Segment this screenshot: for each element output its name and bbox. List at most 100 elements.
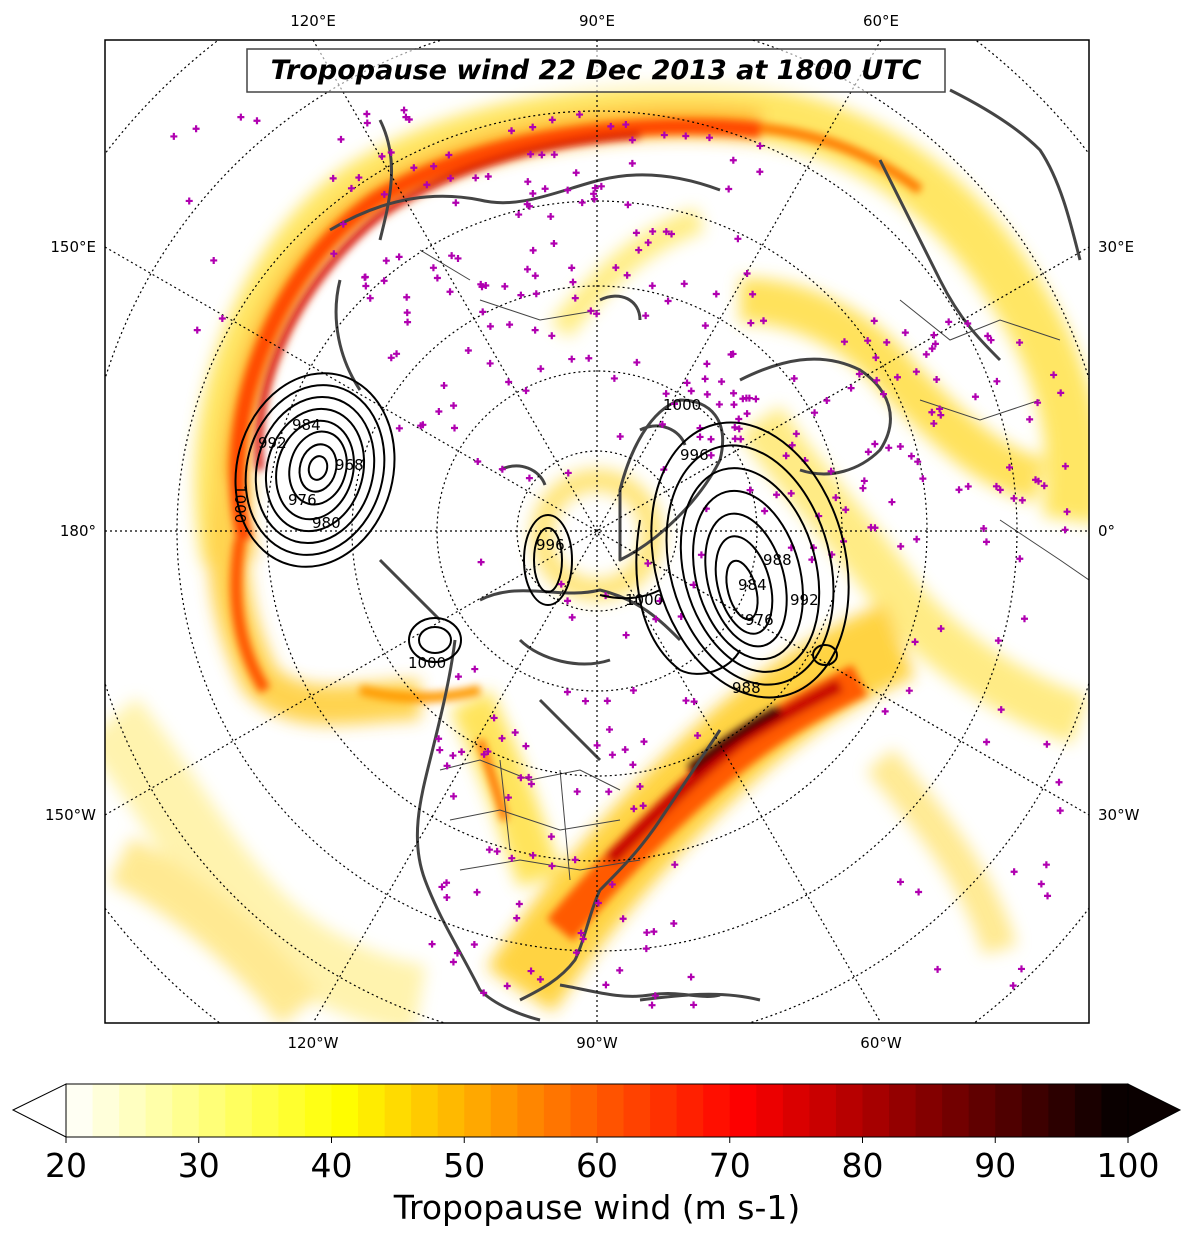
station-marker [547, 833, 555, 841]
station-marker [827, 467, 835, 475]
station-marker [605, 726, 613, 734]
station-marker [1016, 339, 1024, 347]
station-marker [515, 900, 523, 908]
station-marker [996, 486, 1004, 494]
station-marker [337, 135, 345, 143]
station-marker [608, 880, 616, 888]
station-marker [508, 854, 516, 862]
station-marker [650, 928, 658, 936]
station-marker [402, 113, 410, 121]
station-marker [730, 389, 738, 397]
station-marker [987, 336, 995, 344]
station-marker [572, 949, 580, 957]
station-marker [788, 441, 796, 449]
station-marker [587, 307, 595, 315]
station-marker [847, 384, 855, 392]
lon-label-bottom: 90°W [576, 1034, 618, 1052]
station-marker [568, 613, 576, 621]
station-marker [911, 638, 919, 646]
colorbar-cell [968, 1084, 996, 1137]
colorbar-cell [358, 1084, 386, 1137]
station-marker [881, 707, 889, 715]
lon-label-top: 90°E [579, 12, 615, 30]
station-marker [410, 164, 418, 172]
colorbar-cell [172, 1084, 200, 1137]
station-marker [1056, 807, 1064, 815]
station-marker [1018, 496, 1026, 504]
station-marker [648, 1001, 656, 1009]
station-marker [557, 580, 565, 588]
station-marker [537, 365, 545, 373]
station-marker [703, 360, 711, 368]
station-marker [590, 195, 598, 203]
station-marker [593, 741, 601, 749]
colorbar-cell [676, 1084, 704, 1137]
station-marker [787, 489, 795, 497]
station-marker [363, 110, 371, 118]
station-marker [964, 482, 972, 490]
station-marker [597, 182, 605, 190]
colorbar-cell [650, 1084, 678, 1137]
lon-label-left: 150°E [50, 238, 96, 256]
station-marker [662, 228, 670, 236]
station-marker [450, 792, 458, 800]
station-marker [471, 665, 479, 673]
station-marker [832, 494, 840, 502]
lon-label-top: 120°E [290, 12, 336, 30]
station-marker [743, 269, 751, 277]
colorbar-cell [251, 1084, 279, 1137]
station-marker [610, 374, 618, 382]
station-marker [727, 351, 735, 359]
station-marker [984, 332, 992, 340]
station-marker [453, 949, 461, 957]
contour-label: 976 [288, 491, 317, 509]
station-marker [448, 252, 456, 260]
station-marker [760, 317, 768, 325]
station-marker [210, 256, 218, 264]
station-marker [486, 322, 494, 330]
station-marker [447, 174, 455, 182]
colorbar-cell [490, 1084, 518, 1137]
station-marker [449, 958, 457, 966]
colorbar-cell [942, 1084, 970, 1137]
station-marker [703, 390, 711, 398]
colorbar-cell [862, 1084, 890, 1137]
station-marker [644, 239, 652, 247]
contour-label: 992 [790, 591, 819, 609]
station-marker [735, 425, 743, 433]
station-marker [983, 738, 991, 746]
colorbar-cell [729, 1084, 757, 1137]
station-marker [622, 121, 630, 129]
station-marker [563, 688, 571, 696]
station-marker [366, 294, 374, 302]
station-marker [591, 184, 599, 192]
station-marker [428, 940, 436, 948]
station-marker [930, 420, 938, 428]
station-marker [403, 293, 411, 301]
station-marker [937, 411, 945, 419]
station-marker [694, 732, 702, 740]
station-marker [531, 272, 539, 280]
station-marker [548, 332, 556, 340]
station-marker [905, 687, 913, 695]
station-marker [443, 762, 451, 770]
station-marker [649, 227, 657, 235]
station-marker [524, 178, 532, 186]
contour-label: 984 [738, 576, 767, 594]
colorbar-cell [1101, 1084, 1129, 1137]
station-marker [859, 484, 867, 492]
station-marker [690, 1001, 698, 1009]
station-marker [572, 169, 580, 177]
colorbar-cell [119, 1084, 147, 1137]
station-marker [915, 888, 923, 896]
station-marker [701, 375, 709, 383]
colorbar-cell [782, 1084, 810, 1137]
station-marker [745, 394, 753, 402]
station-marker [529, 189, 537, 197]
station-marker [936, 405, 944, 413]
station-marker [1063, 508, 1071, 516]
station-marker [658, 420, 666, 428]
station-marker [564, 469, 572, 477]
colorbar-cell [1074, 1084, 1103, 1137]
station-marker [628, 136, 636, 144]
